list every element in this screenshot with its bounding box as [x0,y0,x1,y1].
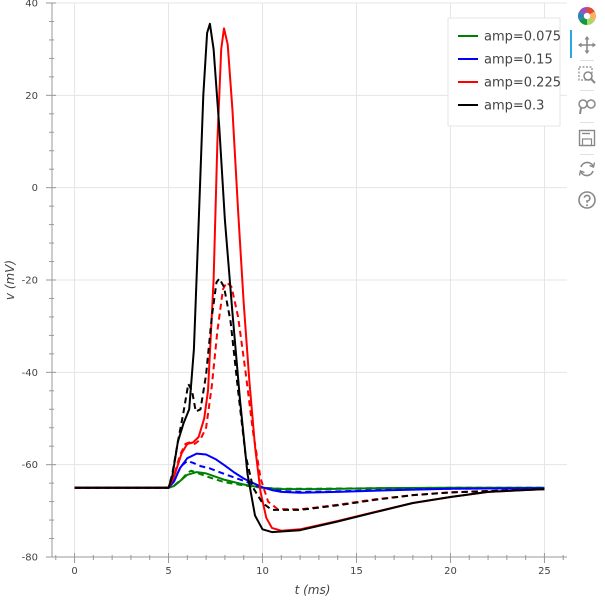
toolbar-divider [580,122,594,123]
series-line-amp-0.075-dashed [74,469,545,490]
x-tick-label: 5 [165,566,171,577]
wheel-zoom-icon[interactable] [576,95,598,117]
legend-item-label: amp=0.075 [484,30,561,45]
legend-item-label: amp=0.225 [484,76,561,91]
y-tick-label: -20 [22,276,38,287]
y-tick-label: -60 [22,460,38,471]
legend-item-label: amp=0.15 [484,53,553,68]
toolbar-divider [580,90,594,91]
toolbar-divider [580,154,594,155]
x-tick-label: 15 [350,566,363,577]
series-line-amp-0.15-solid [74,452,545,494]
legend[interactable]: amp=0.075 amp=0.15 amp=0.225 amp=0.3 [447,17,561,127]
y-axis-label: v (mV) [3,260,17,300]
save-icon[interactable] [576,127,598,149]
series-line-amp-0.15-dashed [74,460,545,493]
reset-icon[interactable] [576,158,598,180]
legend-item-label: amp=0.3 [484,99,544,114]
help-icon[interactable] [576,189,598,211]
pan-icon[interactable] [576,34,598,56]
axes: 0 5 10 15 20 25 -80 -60 -40 -20 0 20 40 [22,0,567,577]
toolbar-divider [580,60,594,61]
series-lines [74,22,545,534]
series-line-amp-0.075-solid [74,471,545,491]
x-tick-label: 20 [444,566,457,577]
y-tick-label: 40 [25,0,38,10]
y-tick-label: -40 [22,368,38,379]
toolbar [570,0,605,220]
bokeh-logo-icon[interactable] [576,5,598,27]
y-tick-label: 20 [25,91,38,102]
box-zoom-icon[interactable] [576,64,598,86]
x-tick-label: 25 [538,566,551,577]
y-tick-label: -80 [22,553,38,564]
series-line-amp-0.3-solid [74,22,545,534]
x-axis-label: t (ms) [295,583,331,597]
x-tick-label: 0 [71,566,77,577]
active-tool-indicator [570,30,572,58]
series-line-amp-0.225-dashed [74,281,545,511]
y-tick-label: 0 [32,183,38,194]
x-tick-label: 10 [256,566,269,577]
series-line-amp-0.3-dashed [74,277,545,511]
